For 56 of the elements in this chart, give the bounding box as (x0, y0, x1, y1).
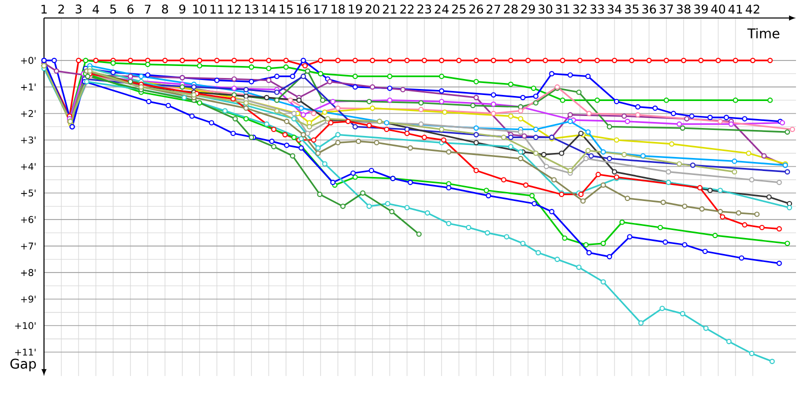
x-tick-label: 24 (434, 4, 449, 14)
x-tick-label: 6 (127, 4, 134, 14)
x-tick-label: 12 (228, 4, 241, 14)
x-tick-label: 27 (486, 4, 500, 14)
x-tick-label: 21 (382, 4, 396, 14)
x-tick-label: 37 (660, 4, 673, 14)
x-tick-label: 19 (348, 4, 362, 14)
x-tick-label: 29 (521, 4, 535, 14)
x-tick-label: 5 (110, 4, 116, 14)
x-tick-label: 30 (538, 4, 552, 14)
y-tick-label: +0' (21, 56, 36, 64)
x-tick-label: 9 (179, 4, 186, 14)
x-tick-label: 7 (144, 4, 151, 14)
y-axis-title: Gap (10, 358, 36, 372)
x-tick-label: 17 (314, 4, 328, 14)
x-tick-label: 20 (366, 4, 380, 14)
x-tick-label: 11 (210, 4, 224, 14)
y-tick-label: +11' (15, 348, 36, 356)
x-axis-title: Time (747, 28, 780, 38)
x-tick-label: 15 (280, 4, 293, 14)
x-tick-label: 10 (193, 4, 206, 14)
y-tick-label: +8' (21, 269, 36, 276)
y-tick-label: +2' (21, 110, 36, 117)
x-tick-label: 28 (504, 4, 518, 14)
x-tick-label: 35 (625, 4, 638, 14)
x-tick-label: 42 (746, 4, 760, 14)
x-tick-label: 2 (58, 4, 64, 14)
y-tick-label: +5' (21, 190, 36, 196)
x-tick-label: 41 (728, 4, 742, 14)
x-tick-label: 16 (296, 4, 310, 14)
x-tick-label: 4 (92, 4, 100, 14)
y-tick-label: +4' (21, 163, 36, 170)
x-tick-label: 38 (676, 4, 690, 14)
x-tick-label: 26 (469, 4, 484, 14)
y-tick-label: +7' (21, 242, 36, 250)
x-tick-label: 14 (262, 4, 276, 14)
x-tick-label: 13 (245, 4, 258, 14)
y-tick-label: +1' (21, 84, 36, 90)
x-tick-label: 39 (694, 4, 708, 14)
x-tick-label: 1 (42, 4, 47, 14)
x-tick-label: 36 (642, 4, 656, 14)
x-tick-label: 3 (76, 4, 82, 14)
x-tick-label: 34 (608, 4, 622, 14)
x-tick-label: 23 (418, 4, 431, 14)
x-tick-label: 32 (573, 4, 586, 14)
x-tick-label: 33 (590, 4, 604, 14)
y-tick-label: +10' (15, 322, 36, 330)
x-tick-label: 22 (400, 4, 414, 14)
x-tick-label: 18 (332, 4, 345, 14)
y-tick-label: +9' (21, 296, 36, 303)
x-tick-label: 25 (452, 4, 466, 14)
x-tick-label: 40 (711, 4, 726, 14)
y-tick-label: +6' (21, 216, 36, 224)
x-tick-label: 31 (556, 4, 570, 14)
y-tick-label: +3' (21, 136, 36, 144)
x-tick-label: 8 (162, 4, 168, 14)
